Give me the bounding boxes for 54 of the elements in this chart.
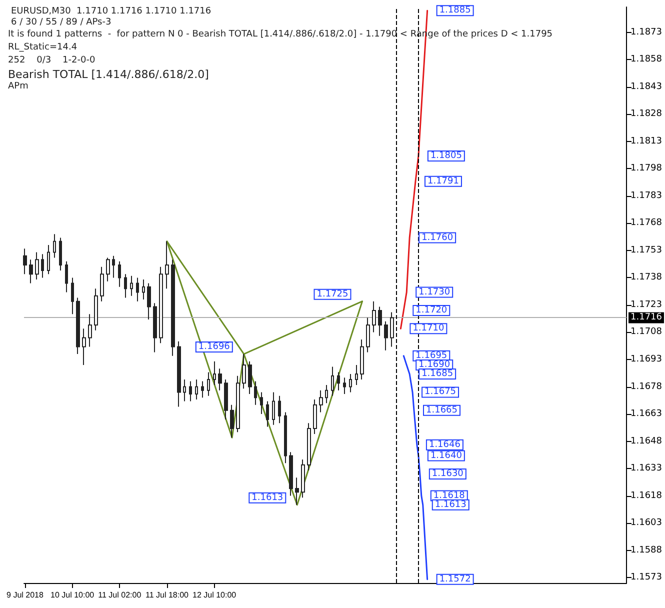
y-tick-label: 1.1753 [630, 245, 662, 256]
annotation: 1.1696 [198, 342, 230, 352]
y-tick-label: 1.1588 [630, 545, 662, 556]
annotation: 1.1613 [434, 500, 466, 510]
x-tick-label: 12 Jul 10:00 [192, 590, 237, 600]
y-tick-label: 1.1873 [630, 27, 662, 38]
y-tick-label: 1.1843 [630, 82, 662, 92]
annotation: 1.1695 [416, 350, 448, 361]
ref-line-label: 1.1716 [630, 312, 662, 323]
y-tick-label: 1.1768 [630, 218, 662, 228]
x-tick-label: 10 Jul 10:00 [50, 590, 95, 600]
annotation: 252 0/3 1-2-0-0 [8, 56, 96, 66]
annotation: RL_Static=14.4 [8, 42, 78, 52]
y-tick-label: 1.1663 [630, 409, 662, 420]
y-tick-label: 1.1798 [630, 164, 662, 174]
annotation: Bearish TOTAL [1.414/.886/.618/2.0] [8, 68, 209, 81]
annotation: 1.1646 [428, 440, 461, 450]
y-tick-label: 1.1633 [630, 464, 662, 474]
annotation: 1.1720 [416, 305, 448, 316]
y-tick-label: 1.1738 [630, 272, 662, 283]
annotation: 1.1710 [412, 324, 444, 334]
y-tick-label: 1.1573 [630, 572, 662, 583]
y-tick-label: 1.1708 [630, 327, 662, 338]
x-tick-label: 11 Jul 18:00 [145, 590, 190, 600]
annotation: 1.1640 [430, 450, 462, 461]
annotation: 1.1572 [439, 574, 471, 584]
annotation: APm [8, 82, 28, 92]
annotation: 1.1618 [433, 490, 466, 501]
y-tick-label: 1.1618 [630, 490, 662, 501]
annotation: 1.1685 [422, 369, 454, 380]
annotation: 1.1613 [252, 492, 284, 503]
y-tick-label: 1.1783 [630, 190, 662, 201]
y-tick-label: 1.1858 [630, 54, 662, 65]
annotation: 1.1675 [424, 387, 456, 398]
y-tick-label: 1.1828 [630, 109, 662, 120]
annotation: 1.1791 [427, 176, 459, 186]
text: 6 / 30 / 55 / 89 / APs-3 [11, 18, 112, 28]
x-tick-label: 11 Jul 02:00 [98, 590, 142, 600]
annotation: 1.1725 [316, 289, 348, 300]
y-tick-label: 1.1648 [630, 436, 662, 446]
y-tick-label: 1.1693 [630, 354, 662, 365]
annotation: 1.1730 [418, 287, 450, 298]
annotation: 1.1805 [430, 150, 462, 161]
annotation: 1.1690 [418, 360, 450, 370]
y-tick-label: 1.1603 [630, 518, 662, 528]
annotation: 1.1630 [432, 468, 464, 479]
y-tick-label: 1.1678 [630, 382, 662, 392]
x-tick-label: 9 Jul 2018 [6, 590, 44, 600]
y-tick-label: 1.1813 [630, 136, 662, 146]
annotation: 1.1665 [426, 405, 458, 416]
y-tick-label: 1.1723 [630, 300, 662, 310]
chart-title: EURUSD,M30 1.1710 1.1716 1.1710 1.1716 [11, 6, 212, 16]
annotation: 1.1885 [439, 6, 471, 16]
annotation: 1.1760 [422, 232, 454, 243]
